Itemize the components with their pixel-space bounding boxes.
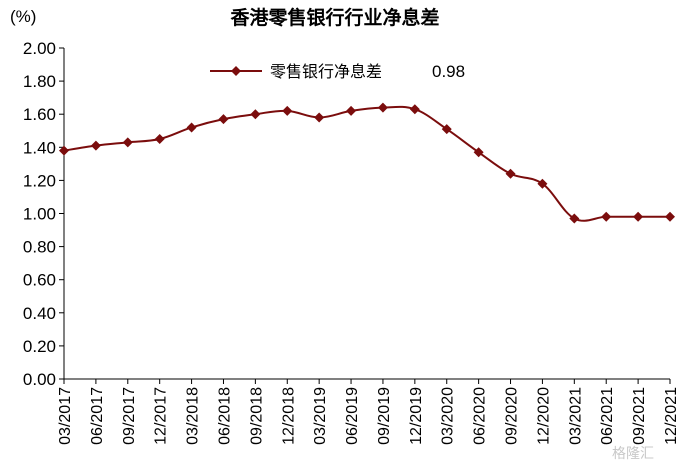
- y-tick-label: 1.60: [23, 105, 56, 124]
- data-point-marker: [473, 147, 484, 158]
- legend-latest-value: 0.98: [432, 62, 465, 81]
- y-tick-label: 1.40: [23, 138, 56, 157]
- y-tick-label: 0.20: [23, 337, 56, 356]
- x-tick-label: 03/2019: [312, 387, 329, 445]
- x-tick-label: 03/2018: [185, 387, 202, 445]
- data-point-marker: [409, 104, 420, 115]
- data-point-marker: [218, 114, 229, 125]
- data-point-marker: [282, 105, 293, 116]
- legend-series-name: 零售银行净息差: [270, 62, 382, 81]
- chart-title: 香港零售银行行业净息差: [229, 6, 439, 29]
- axes: 0.00 0.20 0.40 0.60 0.80 1.00 1.20 1.40 1.60 1.80…: [23, 39, 680, 445]
- x-tick-label: 09/2017: [121, 387, 138, 445]
- data-point-marker: [377, 102, 388, 113]
- x-tick-label: 06/2021: [599, 387, 616, 445]
- x-tick-label: 03/2020: [440, 387, 457, 445]
- data-point-marker: [505, 168, 516, 179]
- data-point-marker: [537, 178, 548, 189]
- x-tick-label: 03/2017: [57, 387, 74, 445]
- x-tick-label: 06/2018: [216, 387, 233, 445]
- y-tick-label: 2.00: [23, 39, 56, 58]
- x-tick-label: 06/2019: [344, 387, 361, 445]
- y-tick-label: 0.80: [23, 238, 56, 257]
- data-point-marker: [122, 137, 133, 148]
- data-point-marker: [186, 122, 197, 133]
- data-point-marker: [250, 109, 261, 120]
- legend-marker: [231, 66, 241, 76]
- y-tick-label: 1.00: [23, 205, 56, 224]
- x-tick-label: 06/2017: [89, 387, 106, 445]
- x-tick-label: 09/2021: [631, 387, 648, 445]
- x-tick-label: 12/2017: [153, 387, 170, 445]
- data-point-marker: [601, 211, 612, 222]
- data-point-marker: [346, 105, 357, 116]
- x-tick-label: 12/2021: [663, 387, 680, 445]
- data-point-marker: [154, 134, 165, 145]
- data-point-marker: [665, 211, 675, 222]
- series-line: [63, 105, 670, 222]
- y-axis-unit-label: (%): [10, 7, 36, 26]
- x-tick-label: 03/2021: [567, 387, 584, 445]
- data-point-marker: [59, 145, 69, 156]
- legend: 零售银行净息差 0.98: [210, 62, 465, 81]
- data-point-marker: [569, 213, 580, 224]
- watermark-text: 格隆汇: [612, 446, 654, 462]
- x-tick-label: 09/2020: [504, 387, 521, 445]
- y-tick-label: 1.80: [23, 72, 56, 91]
- x-tick-label: 12/2019: [408, 387, 425, 445]
- y-tick-label: 0.60: [23, 271, 56, 290]
- data-point-marker: [441, 124, 452, 135]
- x-tick-label: 09/2019: [376, 387, 393, 445]
- x-tick-label: 09/2018: [248, 387, 265, 445]
- y-tick-label: 0.00: [23, 370, 56, 389]
- data-point-marker: [314, 112, 325, 123]
- x-tick-label: 06/2020: [472, 387, 489, 445]
- series-group: [59, 102, 675, 224]
- y-tick-label: 0.40: [23, 304, 56, 323]
- data-point-marker: [90, 140, 101, 151]
- x-tick-label: 12/2018: [280, 387, 297, 445]
- x-tick-label: 12/2020: [535, 387, 552, 445]
- data-point-marker: [633, 211, 644, 222]
- y-tick-label: 1.20: [23, 171, 56, 190]
